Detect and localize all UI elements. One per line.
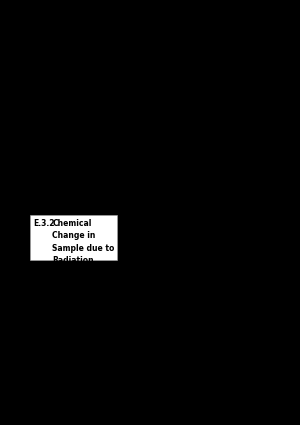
Text: E.3.2: E.3.2 <box>33 219 55 228</box>
Text: Chemical
Change in
Sample due to
Radiation: Chemical Change in Sample due to Radiati… <box>52 219 115 265</box>
FancyBboxPatch shape <box>30 215 117 260</box>
